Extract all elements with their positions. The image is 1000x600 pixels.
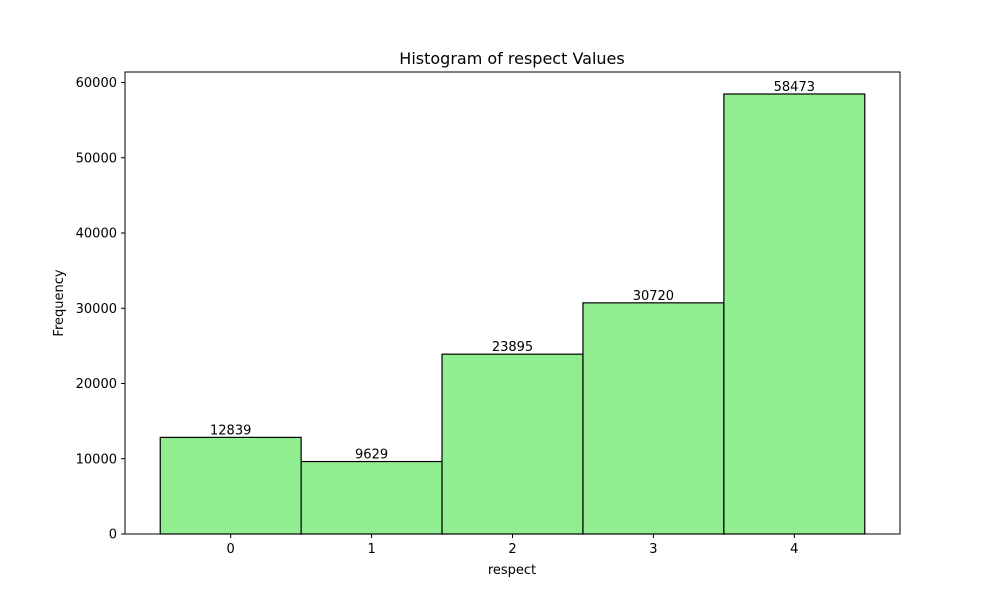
y-tick-label-30000: 30000	[76, 302, 117, 317]
data-label-3: 30720	[633, 289, 674, 304]
y-tick-label-0: 0	[109, 528, 117, 543]
x-axis: 0 1 2 3 4	[227, 534, 798, 557]
y-axis: 0 10000 20000 30000 40000 50000 60000	[76, 76, 125, 543]
bar-2	[441, 353, 584, 535]
bar-4	[723, 93, 866, 535]
y-tick-label-50000: 50000	[76, 151, 117, 166]
x-tick-label-2: 2	[508, 542, 516, 557]
chart-title: Histogram of respect Values	[399, 49, 624, 68]
y-tick-label-10000: 10000	[76, 452, 117, 467]
bar-1	[300, 460, 443, 535]
x-tick-label-3: 3	[649, 542, 657, 557]
bar-3	[582, 302, 725, 535]
y-tick-label-20000: 20000	[76, 377, 117, 392]
data-label-0: 12839	[210, 423, 251, 438]
x-tick-label-1: 1	[367, 542, 375, 557]
x-axis-label: respect	[488, 563, 536, 578]
data-label-4: 58473	[774, 80, 815, 95]
data-labels-group: 12839 9629 23895 30720 58473	[210, 80, 815, 463]
x-tick-label-4: 4	[790, 542, 798, 557]
data-label-2: 23895	[492, 340, 533, 355]
bar-0	[159, 436, 302, 535]
bars-group	[159, 93, 866, 535]
y-tick-label-40000: 40000	[76, 227, 117, 242]
x-tick-label-0: 0	[227, 542, 235, 557]
y-tick-label-60000: 60000	[76, 76, 117, 91]
y-axis-label: Frequency	[52, 269, 67, 336]
data-label-1: 9629	[355, 448, 388, 463]
